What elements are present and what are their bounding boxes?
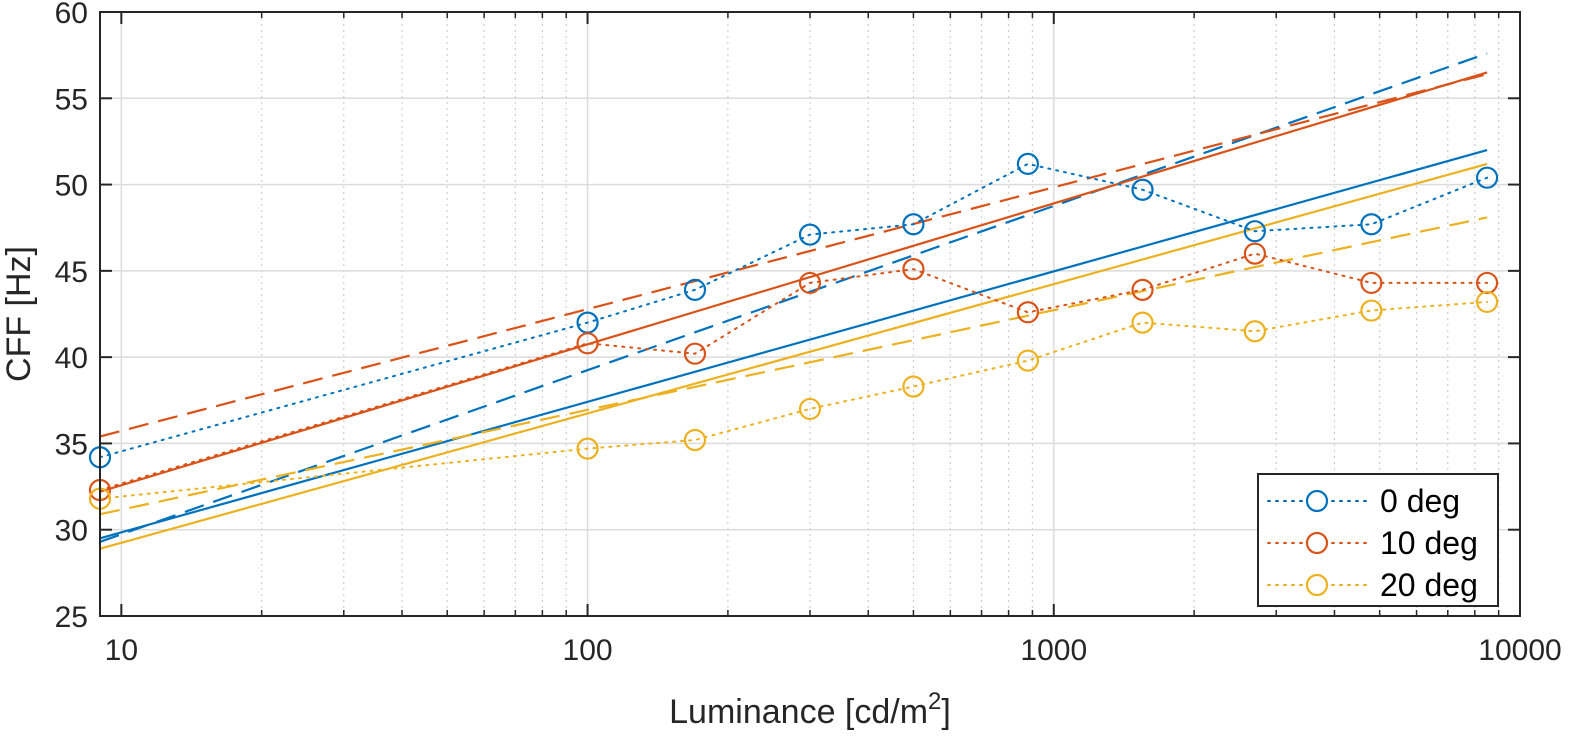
x-axis-label: Luminance [cd/m2]: [669, 688, 951, 731]
data-point-marker: [1016, 152, 1039, 175]
series-line: [99, 162, 1489, 459]
x-axis-label-main: Luminance [cd/m: [669, 693, 928, 731]
grid: [100, 12, 1520, 616]
data-point-marker: [1243, 320, 1266, 343]
data-point-marker: [683, 278, 707, 301]
y-tick-label: 35: [55, 428, 88, 461]
data-point-marker: [576, 332, 599, 355]
y-tick-label: 55: [55, 83, 88, 116]
fit-line-solid: [99, 71, 1488, 493]
legend: 0 deg 10 deg 20 deg: [1257, 473, 1499, 607]
data-point-marker: [1016, 301, 1039, 324]
x-tick-label: 10000: [1478, 634, 1561, 667]
legend-label: 0 deg: [1380, 483, 1460, 519]
legend-label: 20 deg: [1380, 567, 1478, 603]
y-tick-label: 60: [55, 0, 88, 30]
data-point-marker: [1131, 178, 1154, 201]
data-point-marker: [798, 397, 822, 421]
tick-labels: 10 100 1000 10000 25 30 35 40 45 50 55 60: [55, 0, 1562, 667]
x-axis-label-end: ]: [941, 693, 950, 731]
legend-box: [1257, 473, 1499, 607]
fit-line-dashed: [99, 52, 1488, 543]
data-point-marker: [1475, 290, 1499, 314]
data-point-marker: [683, 342, 707, 365]
series-line: [99, 300, 1489, 500]
x-tick-label: 10: [105, 634, 138, 667]
fit-line-solid: [99, 149, 1488, 540]
x-tick-label: 1000: [1020, 634, 1087, 667]
data-point-marker: [683, 428, 707, 452]
legend-marker: [1305, 573, 1329, 597]
data-point-marker: [1243, 242, 1266, 265]
data-point-marker: [1360, 299, 1383, 322]
data-point-marker: [902, 258, 925, 281]
data-series: [88, 152, 1499, 510]
fit-line-dashed: [99, 73, 1488, 438]
data-point-marker: [1360, 271, 1383, 295]
data-point-marker: [798, 271, 822, 295]
fit-line-dashed: [99, 216, 1488, 516]
data-point-marker: [1016, 349, 1039, 372]
fit-line-solid: [99, 162, 1488, 550]
data-point-marker: [576, 437, 599, 460]
x-axis-label-superscript: 2: [928, 688, 941, 715]
y-tick-label: 25: [55, 601, 88, 634]
y-tick-label: 45: [55, 256, 88, 289]
fit-lines: [99, 52, 1488, 550]
data-point-marker: [902, 375, 925, 398]
data-point-marker: [1243, 220, 1266, 243]
data-point-marker: [1360, 213, 1383, 236]
data-point-marker: [902, 213, 925, 236]
ticks: [100, 11, 1521, 617]
data-point-marker: [798, 223, 822, 246]
y-tick-label: 50: [55, 170, 88, 203]
y-axis-label: CFF [Hz]: [0, 246, 38, 382]
series-line: [99, 252, 1489, 491]
legend-marker: [1305, 531, 1329, 555]
legend-label: 10 deg: [1380, 525, 1478, 561]
x-tick-label: 100: [563, 634, 613, 667]
data-point-marker: [1131, 278, 1154, 301]
legend-marker: [1305, 489, 1329, 513]
y-tick-label: 30: [55, 515, 88, 548]
data-point-marker: [1131, 311, 1154, 334]
data-point-marker: [1475, 166, 1499, 189]
y-tick-label: 40: [55, 342, 88, 375]
